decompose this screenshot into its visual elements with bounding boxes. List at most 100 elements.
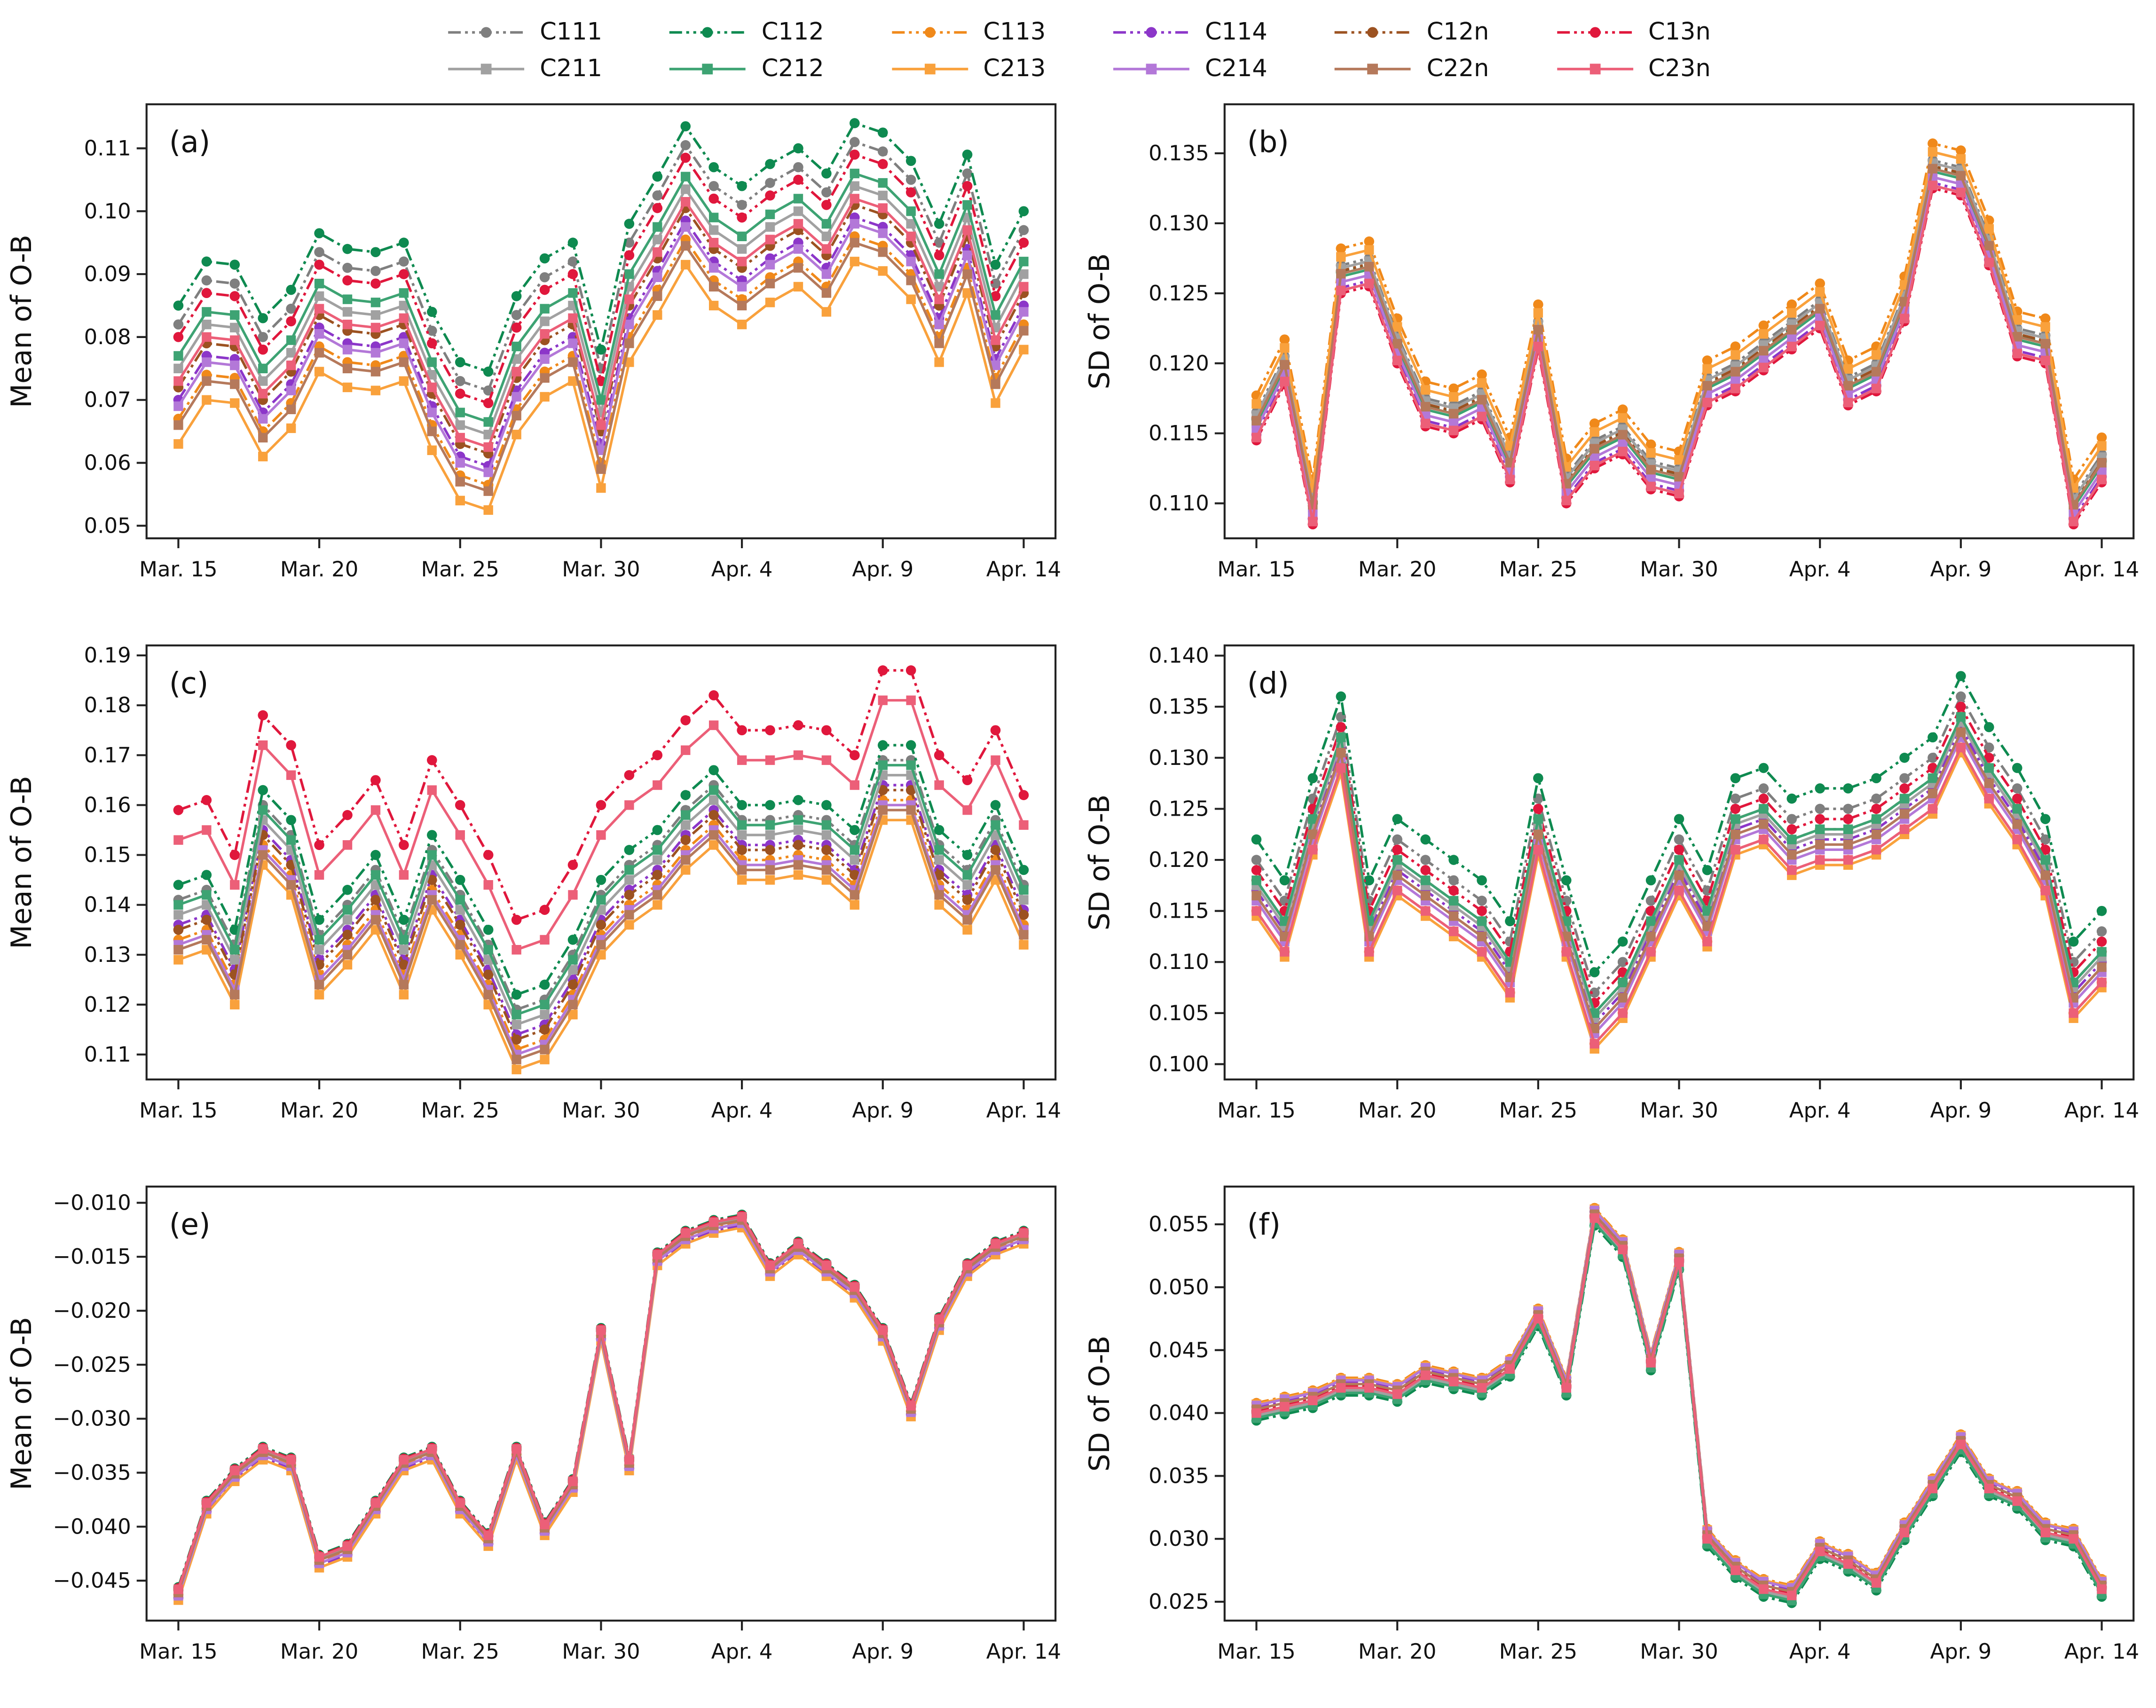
- svg-text:0.12: 0.12: [84, 992, 131, 1017]
- svg-text:0.10: 0.10: [84, 198, 131, 223]
- svg-text:Apr. 9: Apr. 9: [1930, 1639, 1991, 1664]
- panel-a-chart: 0.05 0.06 0.07 0.08 0.09 0.10 0.11 Mar. 15 Mar. …: [5, 103, 1061, 582]
- series-C12n: [177, 1216, 1024, 1591]
- panel-d-chart: 0.100 0.105 0.110 0.115 0.120 0.125 0.130 0.135…: [1083, 643, 2139, 1123]
- svg-text:−0.035: −0.035: [53, 1460, 131, 1485]
- svg-text:Apr. 4: Apr. 4: [711, 1098, 773, 1123]
- svg-text:Mar. 20: Mar. 20: [1358, 1639, 1436, 1664]
- svg-text:(d): (d): [1247, 666, 1289, 701]
- svg-text:Mar. 25: Mar. 25: [1499, 557, 1577, 582]
- svg-text:Mean of O-B: Mean of O-B: [5, 1317, 38, 1490]
- svg-text:0.045: 0.045: [1149, 1338, 1209, 1362]
- svg-text:0.06: 0.06: [84, 450, 131, 475]
- svg-text:0.09: 0.09: [84, 261, 131, 286]
- legend-item-C214: C214: [1110, 53, 1267, 84]
- svg-text:Apr. 4: Apr. 4: [1789, 557, 1851, 582]
- svg-text:−0.040: −0.040: [53, 1514, 131, 1539]
- svg-text:0.19: 0.19: [84, 643, 131, 668]
- legend-item-C114: C114: [1110, 17, 1267, 48]
- svg-text:Mar. 30: Mar. 30: [562, 1639, 640, 1664]
- svg-text:0.07: 0.07: [84, 387, 131, 412]
- legend-swatch-C112-icon: [669, 27, 746, 39]
- panels-grid: 0.05 0.06 0.07 0.08 0.09 0.10 0.11 Mar. 15 Mar. …: [0, 85, 2156, 1708]
- svg-text:Mar. 15: Mar. 15: [1217, 1639, 1295, 1664]
- legend-label: C111: [540, 18, 603, 47]
- svg-text:0.05: 0.05: [84, 513, 131, 538]
- svg-text:0.120: 0.120: [1149, 847, 1209, 872]
- legend-swatch-C12n-icon: [1335, 27, 1411, 39]
- legend-label: C12n: [1426, 18, 1489, 47]
- svg-text:Apr. 4: Apr. 4: [1789, 1098, 1851, 1123]
- svg-text:(e): (e): [169, 1207, 211, 1242]
- series-C112: [1256, 1222, 2103, 1605]
- svg-text:Mean of O-B: Mean of O-B: [5, 235, 38, 408]
- svg-text:Mar. 15: Mar. 15: [139, 557, 217, 582]
- svg-text:Apr. 14: Apr. 14: [2064, 1639, 2139, 1664]
- svg-text:0.110: 0.110: [1149, 949, 1209, 974]
- svg-text:SD of O-B: SD of O-B: [1083, 1336, 1116, 1472]
- svg-text:Mar. 25: Mar. 25: [421, 1098, 499, 1123]
- svg-text:Mar. 25: Mar. 25: [1499, 1639, 1577, 1664]
- svg-text:0.050: 0.050: [1149, 1275, 1209, 1299]
- series-C212: [177, 1215, 1024, 1590]
- svg-text:Apr. 4: Apr. 4: [711, 557, 773, 582]
- legend-label: C214: [1205, 55, 1267, 83]
- legend-swatch-C113-icon: [891, 27, 968, 39]
- svg-text:−0.045: −0.045: [53, 1568, 131, 1593]
- svg-text:−0.030: −0.030: [53, 1406, 131, 1431]
- legend-item-C213: C213: [889, 53, 1046, 84]
- svg-text:(b): (b): [1247, 125, 1289, 159]
- svg-text:(a): (a): [169, 125, 211, 159]
- panel-e-chart: −0.045 −0.040 −0.035 −0.030 −0.025 −0.020 −0.0…: [5, 1185, 1061, 1664]
- svg-text:0.16: 0.16: [84, 792, 131, 817]
- legend-item-C111: C111: [445, 17, 602, 48]
- legend-item-C211: C211: [445, 53, 602, 84]
- svg-text:0.100: 0.100: [1149, 1051, 1209, 1076]
- svg-text:−0.020: −0.020: [53, 1298, 131, 1323]
- panel-f-chart: 0.025 0.030 0.035 0.040 0.045 0.050 0.055 Mar. …: [1083, 1185, 2139, 1664]
- svg-text:0.130: 0.130: [1149, 211, 1209, 236]
- panel-b: 0.110 0.115 0.120 0.125 0.130 0.135 Mar. 15 Mar…: [1078, 85, 2156, 626]
- series-C114: [177, 1224, 1024, 1598]
- svg-text:Apr. 14: Apr. 14: [2064, 557, 2139, 582]
- svg-text:Apr. 14: Apr. 14: [986, 1639, 1061, 1664]
- legend-label: C112: [761, 18, 824, 47]
- svg-text:Mar. 20: Mar. 20: [280, 1639, 358, 1664]
- svg-text:Mar. 15: Mar. 15: [139, 1639, 217, 1664]
- panel-e: −0.045 −0.040 −0.035 −0.030 −0.025 −0.020 −0.0…: [0, 1167, 1078, 1708]
- svg-text:Apr. 14: Apr. 14: [986, 557, 1061, 582]
- panel-b-chart: 0.110 0.115 0.120 0.125 0.130 0.135 Mar. 15 Mar…: [1083, 103, 2139, 582]
- panel-d: 0.100 0.105 0.110 0.115 0.120 0.125 0.130 0.135…: [1078, 626, 2156, 1167]
- svg-text:SD of O-B: SD of O-B: [1083, 253, 1116, 390]
- svg-text:Mar. 15: Mar. 15: [1217, 1098, 1295, 1123]
- svg-text:Mar. 30: Mar. 30: [562, 1098, 640, 1123]
- svg-text:0.17: 0.17: [84, 742, 131, 767]
- svg-text:Apr. 4: Apr. 4: [1789, 1639, 1851, 1664]
- legend-label: C211: [540, 55, 603, 83]
- svg-text:0.120: 0.120: [1149, 351, 1209, 376]
- legend-label: C113: [983, 18, 1046, 47]
- svg-text:0.13: 0.13: [84, 942, 131, 967]
- svg-text:0.135: 0.135: [1149, 694, 1209, 719]
- legend-item-C212: C212: [667, 53, 824, 84]
- panel-a: 0.05 0.06 0.07 0.08 0.09 0.10 0.11 Mar. 15 Mar. …: [0, 85, 1078, 626]
- svg-text:Apr. 14: Apr. 14: [986, 1098, 1061, 1123]
- svg-text:0.08: 0.08: [84, 324, 131, 349]
- legend-swatch-C213-icon: [891, 63, 968, 74]
- legend-item-C23n: C23n: [1554, 53, 1711, 84]
- legend-swatch-C23n-icon: [1557, 63, 1633, 74]
- svg-text:Mar. 20: Mar. 20: [1358, 557, 1436, 582]
- series-C113: [177, 1220, 1024, 1595]
- svg-text:Mar. 30: Mar. 30: [1640, 1639, 1718, 1664]
- legend-label: C13n: [1648, 18, 1711, 47]
- panel-f: 0.025 0.030 0.035 0.040 0.045 0.050 0.055 Mar. …: [1078, 1167, 2156, 1708]
- svg-text:0.135: 0.135: [1149, 141, 1209, 165]
- series-C112: [177, 1213, 1024, 1588]
- svg-text:Mar. 25: Mar. 25: [421, 1639, 499, 1664]
- svg-text:(c): (c): [169, 666, 209, 701]
- svg-text:0.140: 0.140: [1149, 643, 1209, 668]
- svg-text:−0.010: −0.010: [53, 1190, 131, 1215]
- legend-swatch-C214-icon: [1113, 63, 1190, 74]
- series-C211: [177, 1217, 1024, 1592]
- svg-text:0.110: 0.110: [1149, 491, 1209, 516]
